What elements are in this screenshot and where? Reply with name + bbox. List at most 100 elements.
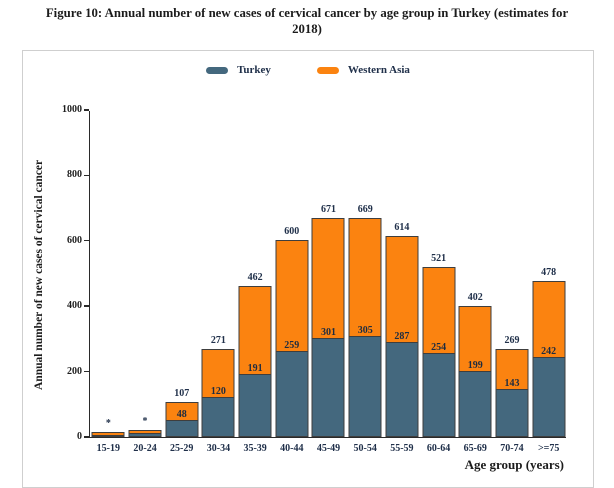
total-label->=75: 478 [541, 267, 557, 278]
bar-70-74 [495, 349, 529, 437]
bar-slot-65-69: 402 199 [457, 111, 494, 437]
y-tick-label-800: 800 [67, 169, 82, 181]
legend-swatch-turkey [206, 66, 229, 74]
bar-60-64 [422, 267, 456, 437]
figure-caption-line1: Figure 10: Annual number of new cases of… [45, 6, 569, 20]
total-label-55-59: 614 [394, 222, 410, 233]
y-tick-mark-1000 [84, 109, 89, 111]
turkey-value-label-35-39: 191 [247, 363, 263, 374]
segment-western-asia-45-49 [311, 218, 345, 339]
segment-turkey-60-64 [422, 354, 456, 437]
legend-item-turkey: Turkey [206, 64, 271, 76]
x-tick-label-65-69: 65-69 [463, 443, 487, 454]
total-label-25-29: 107 [174, 388, 190, 399]
x-tick-label-30-34: 30-34 [206, 443, 231, 454]
total-label-70-74: 269 [504, 335, 520, 346]
chart-panel: Turkey Western Asia Annual number of new… [22, 50, 594, 488]
turkey-value-label-50-54: 305 [357, 325, 373, 336]
legend-item-western-asia: Western Asia [316, 64, 410, 76]
y-tick-label-600: 600 [67, 234, 82, 246]
x-tick-label-35-39: 35-39 [243, 443, 267, 454]
bar-slot-60-64: 521 254 [420, 111, 457, 437]
segment-turkey-65-69 [458, 372, 492, 437]
bar-50-54 [348, 218, 382, 437]
segment-western-asia-30-34 [201, 349, 235, 398]
bar-45-49 [311, 218, 345, 437]
turkey-value-label-25-29: 48 [176, 409, 187, 420]
total-label-30-34: 271 [210, 335, 226, 346]
turkey-value-label->=75: 242 [541, 346, 557, 357]
x-tick-label-55-59: 55-59 [390, 443, 414, 454]
bar-35-39 [238, 286, 272, 437]
segment-western-asia-15-19 [91, 432, 125, 436]
bar-25-29 [165, 402, 199, 437]
segment-turkey-45-49 [311, 339, 345, 437]
total-label-50-54: 669 [357, 204, 373, 215]
total-label-20-24: * [142, 416, 148, 427]
x-tick-label-70-74: 70-74 [500, 443, 524, 454]
bar-15-19 [91, 432, 125, 437]
segment-turkey-70-74 [495, 390, 529, 437]
bar-slot-70-74: 269 143 [494, 111, 531, 437]
legend: Turkey Western Asia [23, 62, 593, 78]
bar-slot-30-34: 271 120 [200, 111, 237, 437]
figure-caption: Figure 10: Annual number of new cases of… [0, 5, 614, 37]
bar-55-59 [385, 236, 419, 437]
total-label-40-44: 600 [284, 226, 300, 237]
segment-turkey-20-24 [128, 434, 162, 437]
x-tick-label-20-24: 20-24 [133, 443, 157, 454]
segment-western-asia-55-59 [385, 236, 419, 343]
bar-slot-40-44: 600 259 [273, 111, 310, 437]
turkey-value-label-65-69: 199 [467, 360, 483, 371]
legend-label-turkey: Turkey [237, 64, 271, 76]
segment-turkey-30-34 [201, 398, 235, 437]
segment-western-asia-50-54 [348, 218, 382, 337]
bar-slot-35-39: 462 191 [237, 111, 274, 437]
segment-western-asia-60-64 [422, 267, 456, 354]
x-tick-label->=75: >=75 [537, 443, 560, 454]
x-axis-title: Age group (years) [464, 457, 564, 472]
plot-area: 0 200 400 600 800 1000 15-19 * 20-24 * 25-29 107 48 3… [62, 104, 566, 454]
total-label-60-64: 521 [431, 253, 447, 264]
x-tick-label-50-54: 50-54 [353, 443, 377, 454]
bar-slot-50-54: 669 305 [347, 111, 384, 437]
x-tick-label-25-29: 25-29 [170, 443, 194, 454]
segment-turkey-25-29 [165, 421, 199, 437]
figure-caption-line2: 2018) [292, 22, 322, 36]
segment-western-asia-40-44 [275, 240, 309, 352]
y-tick-mark-400 [84, 305, 89, 307]
x-tick-label-40-44: 40-44 [280, 443, 304, 454]
segment-western-asia->=75 [532, 281, 566, 358]
bar-40-44 [275, 240, 309, 437]
bar-65-69 [458, 306, 492, 437]
x-tick-label-45-49: 45-49 [316, 443, 341, 454]
segment-western-asia-65-69 [458, 306, 492, 372]
bar-slot-20-24: * [127, 111, 164, 437]
x-tick-label-15-19: 15-19 [96, 443, 121, 454]
segment-turkey-55-59 [385, 343, 419, 437]
total-label-65-69: 402 [467, 292, 483, 303]
turkey-value-label-40-44: 259 [284, 340, 300, 351]
y-tick-mark-200 [84, 370, 89, 373]
bar->=75 [532, 281, 566, 437]
legend-swatch-western-asia [316, 66, 339, 74]
bar-slot-55-59: 614 287 [384, 111, 421, 437]
y-tick-mark-800 [84, 174, 89, 176]
x-tick-label-60-64: 60-64 [426, 443, 451, 454]
segment-western-asia-20-24 [128, 430, 162, 434]
total-label-15-19: * [105, 418, 111, 429]
bar-slot-25-29: 107 48 [163, 111, 200, 437]
segment-western-asia-35-39 [238, 286, 272, 375]
y-tick-label-400: 400 [67, 300, 82, 312]
segment-turkey-40-44 [275, 352, 309, 437]
y-tick-label-0: 0 [77, 431, 82, 442]
legend-label-western-asia: Western Asia [347, 64, 410, 76]
turkey-value-label-60-64: 254 [431, 342, 447, 353]
bar-slot-45-49: 671 301 [310, 111, 347, 437]
bar-slot-15-19: * [90, 111, 127, 437]
y-axis-title: Annual number of new cases of cervical c… [33, 159, 45, 390]
y-tick-label-1000: 1000 [62, 104, 82, 115]
total-label-35-39: 462 [247, 272, 263, 283]
total-label-45-49: 671 [320, 204, 336, 215]
